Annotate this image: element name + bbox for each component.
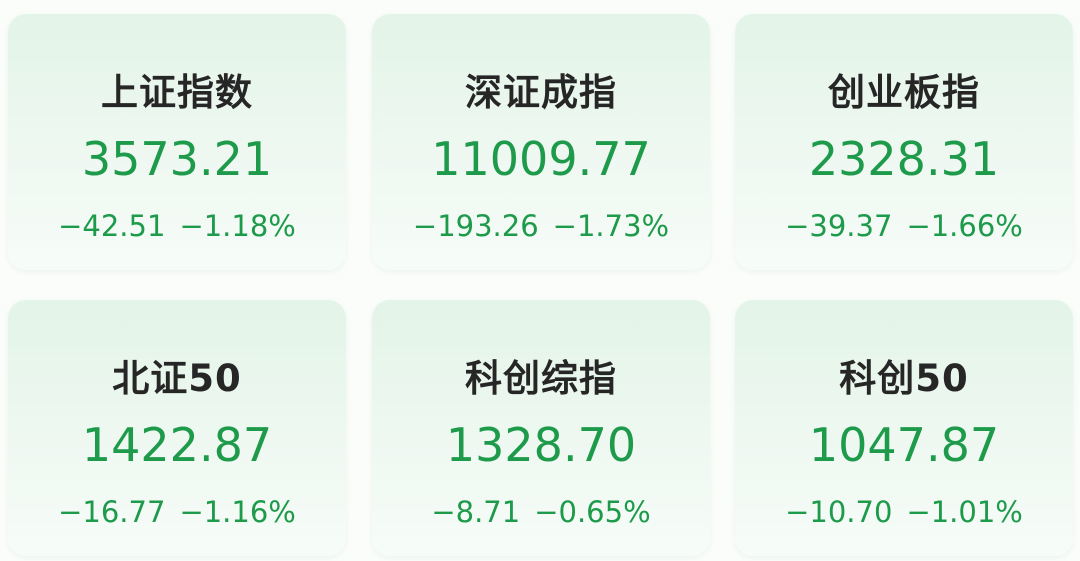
index-name: 上证指数 xyxy=(101,71,253,114)
index-card[interactable]: 北证50 1422.87 −16.77 −1.16% xyxy=(8,300,346,556)
index-name: 北证50 xyxy=(112,357,242,400)
index-card[interactable]: 科创50 1047.87 −10.70 −1.01% xyxy=(735,300,1073,556)
index-value: 3573.21 xyxy=(81,132,273,186)
index-change-percent: −1.01% xyxy=(906,495,1023,529)
index-change: −193.26 xyxy=(412,209,539,243)
index-change-row: −39.37 −1.66% xyxy=(735,209,1073,243)
index-change-row: −193.26 −1.73% xyxy=(372,209,710,243)
index-change-percent: −0.65% xyxy=(534,495,651,529)
index-name: 科创50 xyxy=(839,357,969,400)
index-change-percent: −1.18% xyxy=(179,209,296,243)
index-card[interactable]: 深证成指 11009.77 −193.26 −1.73% xyxy=(372,14,710,270)
index-value: 2328.31 xyxy=(808,132,1000,186)
index-change: −42.51 xyxy=(58,209,166,243)
index-change: −39.37 xyxy=(785,209,893,243)
index-change-row: −16.77 −1.16% xyxy=(8,495,346,529)
index-value: 11009.77 xyxy=(431,132,651,186)
index-card[interactable]: 创业板指 2328.31 −39.37 −1.66% xyxy=(735,14,1073,270)
index-name: 科创综指 xyxy=(465,357,617,400)
index-change: −16.77 xyxy=(58,495,166,529)
index-value: 1328.70 xyxy=(445,418,637,472)
index-change-percent: −1.73% xyxy=(552,209,670,243)
index-name: 创业板指 xyxy=(828,71,980,114)
index-change-row: −42.51 −1.18% xyxy=(8,209,346,243)
index-card[interactable]: 科创综指 1328.70 −8.71 −0.65% xyxy=(372,300,710,556)
index-change-row: −8.71 −0.65% xyxy=(372,495,710,529)
index-change: −8.71 xyxy=(431,495,521,529)
index-change-percent: −1.16% xyxy=(179,495,296,529)
index-change: −10.70 xyxy=(785,495,893,529)
index-value: 1047.87 xyxy=(808,418,1000,472)
index-value: 1422.87 xyxy=(81,418,273,472)
index-change-row: −10.70 −1.01% xyxy=(735,495,1073,529)
index-change-percent: −1.66% xyxy=(906,209,1023,243)
index-name: 深证成指 xyxy=(465,71,617,114)
index-card[interactable]: 上证指数 3573.21 −42.51 −1.18% xyxy=(8,14,346,270)
